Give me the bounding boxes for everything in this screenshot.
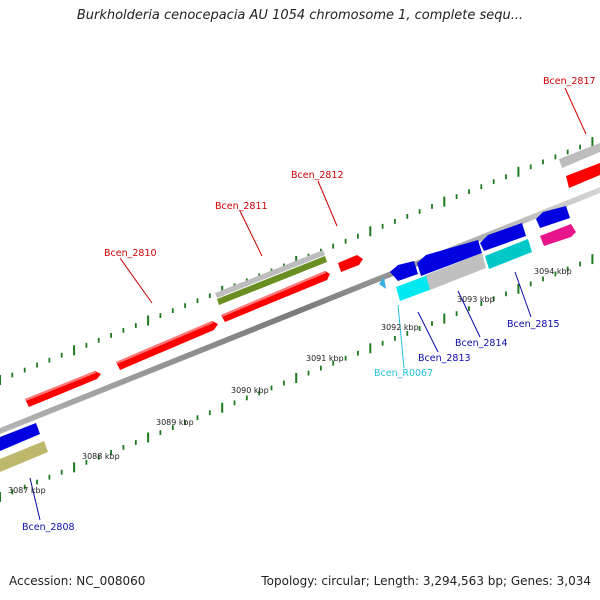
gene-label-bcen-2817[interactable]: Bcen_2817 <box>543 76 596 87</box>
tick-label: 3091 kbp <box>306 354 344 363</box>
gene-bcen-2817[interactable] <box>566 163 600 188</box>
map-title: Burkholderia cenocepacia AU 1054 chromos… <box>76 8 524 23</box>
tick-label: 3088 kbp <box>82 452 120 461</box>
tick-label: 3090 kbp <box>231 386 269 395</box>
gene-bcen-2816[interactable] <box>559 143 600 168</box>
gene-bcen-2810[interactable] <box>116 321 218 370</box>
gene-label-bcen-r0067[interactable]: Bcen_R0067 <box>374 368 433 379</box>
gene-bcen-2813-blue[interactable] <box>390 261 418 281</box>
gene-bcen-r0067[interactable] <box>379 277 386 289</box>
gene-bcen-2815[interactable] <box>485 239 532 269</box>
gene-bcen-2811-olive[interactable] <box>217 256 327 305</box>
backbone <box>0 187 600 434</box>
summary-text: Topology: circular; Length: 3,294,563 bp… <box>261 574 591 588</box>
gene-bcen-2816-blue[interactable] <box>536 206 570 228</box>
gene-bcen-2811[interactable] <box>221 271 330 322</box>
gene-bcen-2814[interactable] <box>426 253 486 290</box>
gene-bcen-2811-grey[interactable] <box>215 250 325 298</box>
gene-bcen-2814-blue[interactable] <box>417 240 482 276</box>
inner-tick-track <box>0 254 594 502</box>
gene-label-bcen-2815[interactable]: Bcen_2815 <box>507 319 560 330</box>
tick-label: 3094 kbp <box>534 267 572 276</box>
gene-bcen-2812[interactable] <box>338 255 363 272</box>
gene-label-bcen-2808[interactable]: Bcen_2808 <box>22 522 75 533</box>
gene-label-bcen-2814[interactable]: Bcen_2814 <box>455 338 508 349</box>
callout-lines <box>29 87 587 521</box>
gene-label-bcen-2810[interactable]: Bcen_2810 <box>104 248 157 259</box>
gene-bcen-2809[interactable] <box>25 371 101 407</box>
gene-label-bcen-2811[interactable]: Bcen_2811 <box>215 201 268 212</box>
accession-text: Accession: NC_008060 <box>9 574 146 588</box>
gene-bcen-2807[interactable] <box>0 423 40 451</box>
tick-label: 3087 kbp <box>8 486 46 495</box>
tick-label: 3093 kbp <box>457 295 495 304</box>
gene-label-bcen-2813[interactable]: Bcen_2813 <box>418 353 471 364</box>
gene-labels[interactable]: Bcen_2808 Bcen_2810 Bcen_2811 Bcen_2812 … <box>22 76 596 533</box>
gene-bcen-2813[interactable] <box>396 275 432 301</box>
gene-bcen-2816-magenta[interactable] <box>540 224 576 246</box>
tick-labels: 3087 kbp 3088 kbp 3089 kbp 3090 kbp 3091… <box>8 267 572 495</box>
outer-tick-track <box>0 137 594 385</box>
gene-bcen-2815-blue[interactable] <box>480 223 526 251</box>
gene-bcen-2808[interactable] <box>0 441 48 472</box>
tick-label: 3092 kbp <box>381 323 419 332</box>
tick-label: 3089 kbp <box>156 418 194 427</box>
gene-label-bcen-2812[interactable]: Bcen_2812 <box>291 170 344 181</box>
